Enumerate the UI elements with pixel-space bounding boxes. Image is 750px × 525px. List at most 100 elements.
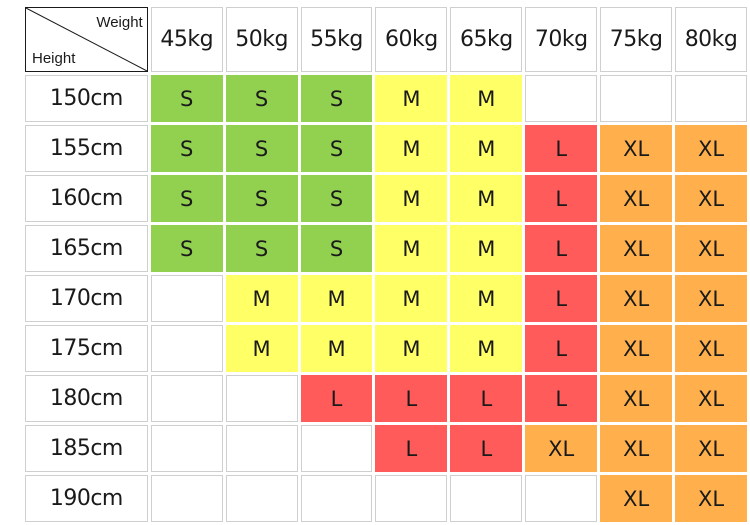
- empty-cell: [300, 425, 373, 472]
- size-cell: XL: [600, 475, 673, 522]
- weight-header-60kg: 60kg: [375, 7, 448, 72]
- size-cell: M: [450, 175, 523, 222]
- size-cell: XL: [675, 175, 747, 222]
- size-cell: M: [450, 325, 523, 372]
- table-row: 180cm L L L L XL XL: [25, 375, 747, 422]
- height-row-label: 175cm: [25, 325, 148, 372]
- empty-cell: [150, 475, 223, 522]
- weight-header-70kg: 70kg: [525, 7, 598, 72]
- size-cell: L: [375, 375, 448, 422]
- size-cell: S: [225, 175, 298, 222]
- size-cell: M: [375, 175, 448, 222]
- size-cell: L: [525, 225, 598, 272]
- size-cell: S: [225, 225, 298, 272]
- size-cell: XL: [600, 125, 673, 172]
- corner-header-cell: Weight Height: [25, 7, 148, 72]
- table-row: 190cm XL XL: [25, 475, 747, 522]
- size-cell: XL: [675, 425, 747, 472]
- table-row: 150cm S S S M M: [25, 75, 747, 122]
- size-chart: Weight Height 45kg 50kg 55kg 60kg 65kg 7…: [22, 4, 750, 525]
- empty-cell: [225, 475, 298, 522]
- size-cell: XL: [675, 125, 747, 172]
- size-cell: L: [525, 125, 598, 172]
- empty-cell: [225, 375, 298, 422]
- size-cell: L: [375, 425, 448, 472]
- table-row: 160cm S S S M M L XL XL: [25, 175, 747, 222]
- empty-cell: [150, 275, 223, 322]
- size-cell: L: [525, 275, 598, 322]
- size-cell: L: [525, 175, 598, 222]
- size-cell: S: [225, 125, 298, 172]
- size-cell: S: [225, 75, 298, 122]
- empty-cell: [600, 75, 673, 122]
- size-cell: XL: [675, 275, 747, 322]
- size-cell: M: [375, 325, 448, 372]
- size-cell: XL: [675, 325, 747, 372]
- size-cell: L: [525, 375, 598, 422]
- size-cell: L: [525, 325, 598, 372]
- empty-cell: [150, 325, 223, 372]
- size-cell: M: [375, 275, 448, 322]
- size-cell: XL: [675, 475, 747, 522]
- table-row: 155cm S S S M M L XL XL: [25, 125, 747, 172]
- size-cell: XL: [600, 375, 673, 422]
- size-cell: XL: [675, 225, 747, 272]
- height-row-label: 180cm: [25, 375, 148, 422]
- size-cell: S: [300, 75, 373, 122]
- size-cell: L: [450, 375, 523, 422]
- height-axis-label: Height: [32, 50, 76, 67]
- empty-cell: [375, 475, 448, 522]
- weight-header-75kg: 75kg: [600, 7, 673, 72]
- size-cell: M: [375, 225, 448, 272]
- table-row: 175cm M M M M L XL XL: [25, 325, 747, 372]
- weight-header-80kg: 80kg: [675, 7, 747, 72]
- weight-header-50kg: 50kg: [225, 7, 298, 72]
- empty-cell: [150, 425, 223, 472]
- size-cell: XL: [600, 275, 673, 322]
- size-cell: M: [450, 275, 523, 322]
- size-cell: S: [150, 175, 223, 222]
- height-row-label: 165cm: [25, 225, 148, 272]
- size-cell: XL: [600, 325, 673, 372]
- size-cell: S: [300, 225, 373, 272]
- size-cell: M: [300, 325, 373, 372]
- header-row: Weight Height 45kg 50kg 55kg 60kg 65kg 7…: [25, 7, 747, 72]
- weight-header-65kg: 65kg: [450, 7, 523, 72]
- size-cell: M: [450, 75, 523, 122]
- height-row-label: 185cm: [25, 425, 148, 472]
- height-row-label: 150cm: [25, 75, 148, 122]
- table-row: 170cm M M M M L XL XL: [25, 275, 747, 322]
- weight-axis-label: Weight: [96, 14, 143, 31]
- size-cell: XL: [675, 375, 747, 422]
- empty-cell: [150, 375, 223, 422]
- height-row-label: 155cm: [25, 125, 148, 172]
- size-cell: L: [450, 425, 523, 472]
- size-cell: XL: [525, 425, 598, 472]
- size-cell: M: [225, 275, 298, 322]
- size-cell: S: [300, 175, 373, 222]
- size-cell: S: [150, 75, 223, 122]
- height-row-label: 160cm: [25, 175, 148, 222]
- size-cell: M: [450, 225, 523, 272]
- empty-cell: [675, 75, 747, 122]
- empty-cell: [525, 475, 598, 522]
- size-chart-body: 150cm S S S M M 155cm S S S M M L XL XL 160cm S S S M M L XL XL…: [25, 75, 747, 522]
- size-cell: XL: [600, 175, 673, 222]
- size-cell: S: [300, 125, 373, 172]
- height-row-label: 170cm: [25, 275, 148, 322]
- size-cell: M: [300, 275, 373, 322]
- size-cell: M: [375, 75, 448, 122]
- height-row-label: 190cm: [25, 475, 148, 522]
- diagonal-divider: [26, 8, 147, 71]
- weight-header-45kg: 45kg: [150, 7, 223, 72]
- table-row: 165cm S S S M M L XL XL: [25, 225, 747, 272]
- empty-cell: [225, 425, 298, 472]
- size-cell: M: [450, 125, 523, 172]
- empty-cell: [450, 475, 523, 522]
- size-cell: S: [150, 225, 223, 272]
- size-cell: M: [375, 125, 448, 172]
- size-cell: M: [225, 325, 298, 372]
- size-cell: XL: [600, 225, 673, 272]
- empty-cell: [525, 75, 598, 122]
- empty-cell: [300, 475, 373, 522]
